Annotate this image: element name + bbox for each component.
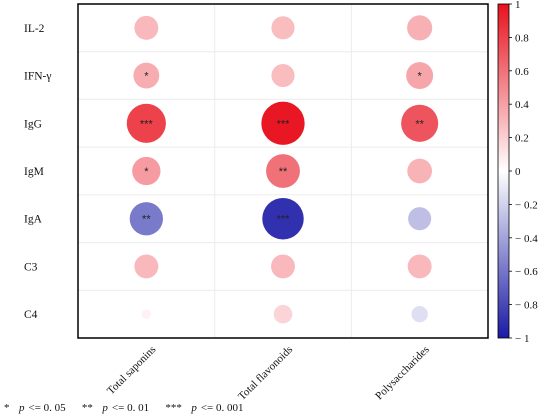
correlation-circle — [126, 103, 166, 143]
correlation-circle — [407, 15, 433, 41]
colorbar-tick-label: − 0.2 — [515, 199, 538, 211]
legend-item-3: *** p <= 0. 001 — [165, 402, 244, 414]
colorbar-tick-label: − 0.8 — [515, 300, 538, 312]
colorbar-tick-label: 1 — [515, 0, 521, 11]
significance-legend: * p <= 0. 05 ** p <= 0. 01 *** p <= 0. 001 — [4, 402, 252, 414]
colorbar-ticks: 1 0.8 0.6 0.4 0.2 0 − 0.2 − 0.4 − 0.6 − 0.8 − 1 — [509, 0, 538, 345]
colorbar-tick-label: − 0.6 — [515, 266, 538, 278]
correlation-circle — [408, 207, 432, 231]
correlation-circle — [134, 15, 159, 40]
correlation-circle — [411, 305, 428, 323]
heatmap-cells: * **** *** *** **** *** — [126, 15, 439, 324]
column-label: Total saponins — [105, 344, 159, 398]
correlation-circle — [133, 62, 160, 89]
row-labels: IL-2 IFN-γ IgG IgM IgA C3 C4 — [24, 23, 51, 321]
colorbar-tick-label: 0 — [515, 166, 521, 178]
significance-label: *** — [277, 118, 291, 130]
colorbar-tick-label: − 0.4 — [515, 233, 538, 245]
legend-item-2: ** p <= 0. 01 — [81, 402, 150, 414]
grid-lines — [78, 4, 488, 338]
significance-label: ** — [279, 166, 288, 178]
significance-label: ** — [415, 118, 424, 130]
correlation-circle — [262, 197, 304, 240]
row-label: IFN-γ — [24, 71, 51, 83]
colorbar-tick-label: 0.8 — [515, 32, 529, 44]
row-label: IgA — [24, 214, 43, 226]
colorbar — [497, 3, 510, 339]
row-label: IgG — [24, 118, 42, 130]
correlation-circle — [401, 104, 439, 142]
correlation-circle — [129, 202, 163, 236]
significance-label: *** — [277, 214, 291, 226]
row-label: C4 — [24, 309, 38, 321]
colorbar-tick-label: 0.2 — [515, 133, 529, 145]
plot-frame — [77, 3, 489, 339]
column-labels: Total saponins Total flavonoids Polysaccha… — [105, 344, 432, 403]
colorbar-tick-label: 0.4 — [515, 99, 529, 111]
row-label: IL-2 — [24, 23, 45, 35]
correlation-circle — [261, 101, 305, 145]
significance-label: * — [144, 71, 149, 83]
significance-label: *** — [140, 118, 154, 130]
correlation-circle — [406, 62, 434, 90]
correlation-circle — [407, 254, 432, 279]
legend-item-1: * p <= 0. 05 — [4, 402, 66, 414]
correlation-circle — [407, 158, 433, 184]
row-label: C3 — [24, 261, 38, 273]
correlation-circle — [271, 16, 295, 40]
correlation-circle — [271, 64, 295, 88]
colorbar-tick-label: 0.6 — [515, 66, 529, 78]
significance-label: ** — [142, 214, 151, 226]
column-label: Total flavonoids — [236, 344, 295, 403]
correlation-circle — [141, 309, 152, 320]
correlation-circle — [271, 254, 295, 279]
significance-label: * — [144, 166, 149, 178]
correlation-circle — [266, 154, 300, 188]
significance-label: * — [418, 71, 423, 83]
correlation-circle — [134, 254, 159, 279]
correlation-circle — [273, 304, 293, 324]
row-label: IgM — [24, 166, 44, 178]
column-label: Polysaccharides — [373, 344, 432, 403]
colorbar-tick-label: − 1 — [515, 333, 529, 345]
correlation-circle — [132, 156, 161, 186]
